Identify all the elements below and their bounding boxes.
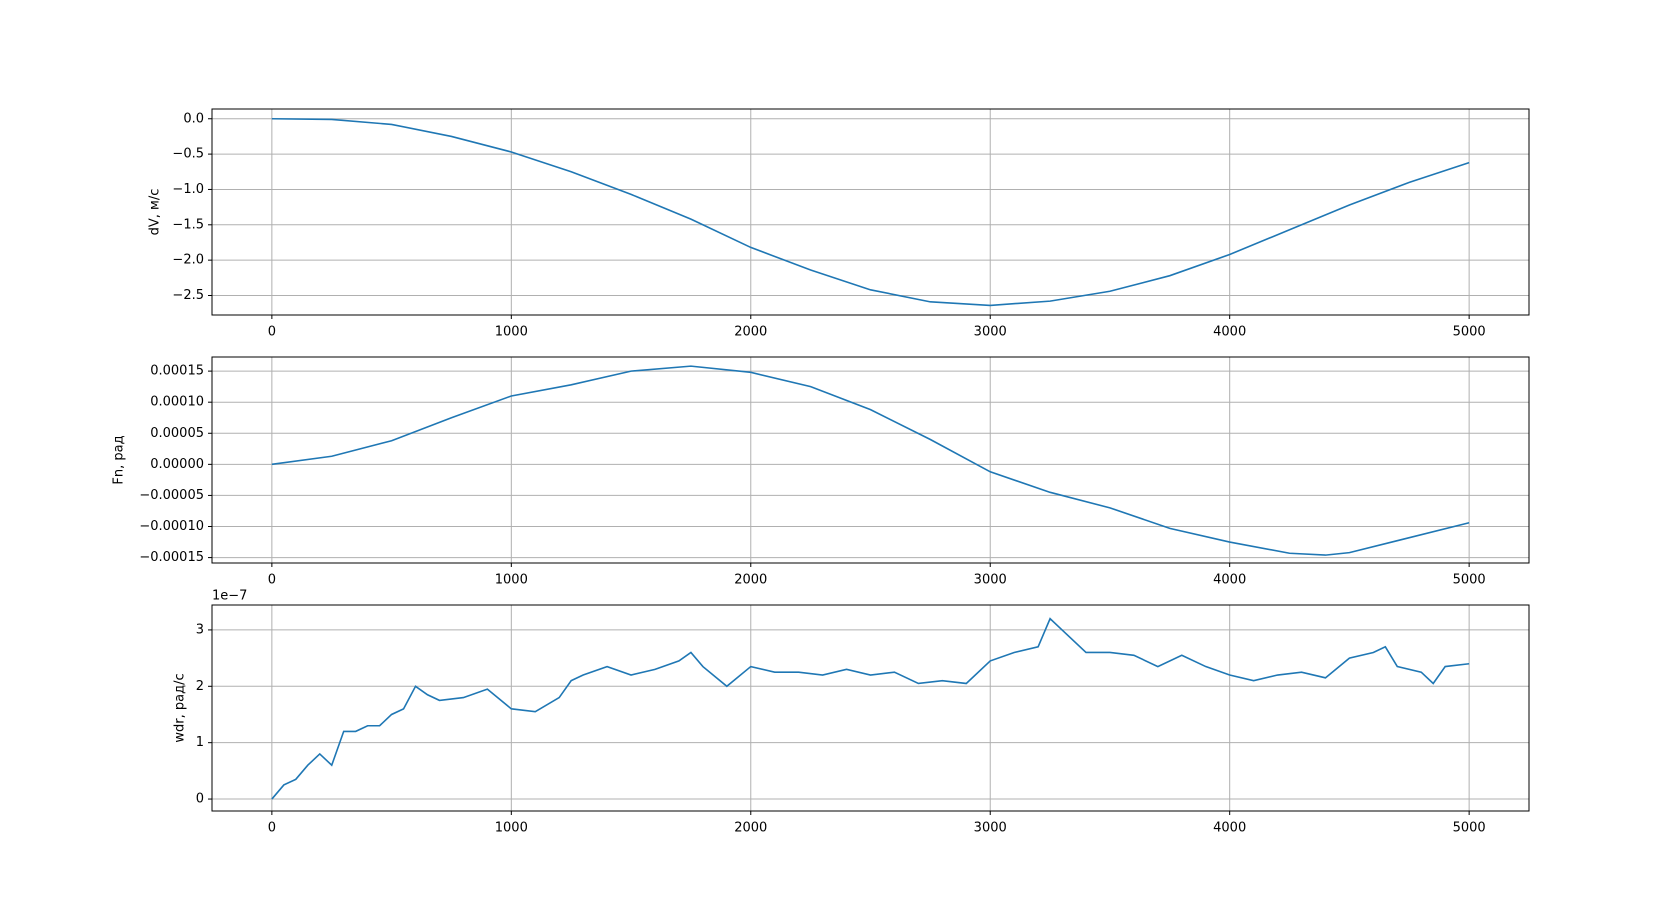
y-tick-label: 0.00000 bbox=[150, 457, 204, 472]
x-tick-label: 1000 bbox=[495, 325, 528, 340]
y-tick-label: −2.5 bbox=[172, 288, 204, 303]
x-tick-label: 0 bbox=[268, 573, 276, 588]
y-tick-label: −1.5 bbox=[172, 217, 204, 232]
y-tick-label: −0.00010 bbox=[139, 519, 204, 534]
y-tick-label: 0 bbox=[196, 792, 204, 807]
x-tick-label: 0 bbox=[268, 325, 276, 340]
y-tick-label: −2.0 bbox=[172, 253, 204, 268]
y-tick-label: 3 bbox=[196, 622, 204, 637]
offset-text: 1e−7 bbox=[212, 589, 247, 604]
y-tick-label: 2 bbox=[196, 679, 204, 694]
y-tick-label: 0.00010 bbox=[150, 395, 204, 410]
y-tick-label: −0.00005 bbox=[139, 488, 204, 503]
x-tick-label: 3000 bbox=[974, 821, 1007, 836]
x-tick-label: 3000 bbox=[974, 573, 1007, 588]
x-tick-label: 1000 bbox=[495, 573, 528, 588]
x-tick-label: 5000 bbox=[1453, 573, 1486, 588]
x-tick-label: 4000 bbox=[1213, 821, 1246, 836]
x-tick-label: 2000 bbox=[734, 325, 767, 340]
axes-frame bbox=[211, 108, 1530, 316]
y-axis-label: Fn, рад bbox=[112, 435, 127, 484]
x-tick-label: 5000 bbox=[1453, 821, 1486, 836]
x-tick-label: 2000 bbox=[734, 573, 767, 588]
x-tick-label: 4000 bbox=[1213, 573, 1246, 588]
y-tick-label: 1 bbox=[196, 735, 204, 750]
x-tick-label: 1000 bbox=[495, 821, 528, 836]
x-tick-label: 4000 bbox=[1213, 325, 1246, 340]
data-line bbox=[271, 365, 1470, 556]
y-tick-label: −1.0 bbox=[172, 182, 204, 197]
y-tick-label: −0.00015 bbox=[139, 550, 204, 565]
axes-frame bbox=[211, 604, 1530, 812]
y-tick-label: 0.0 bbox=[183, 111, 204, 126]
x-tick-label: 3000 bbox=[974, 325, 1007, 340]
y-tick-label: −0.5 bbox=[172, 147, 204, 162]
y-tick-label: 0.00015 bbox=[150, 364, 204, 379]
y-tick-label: 0.00005 bbox=[150, 426, 204, 441]
x-tick-label: 2000 bbox=[734, 821, 767, 836]
x-tick-label: 5000 bbox=[1453, 325, 1486, 340]
y-axis-label: dV, м/с bbox=[148, 189, 163, 236]
data-line bbox=[271, 117, 1470, 307]
data-line bbox=[271, 617, 1470, 800]
x-tick-label: 0 bbox=[268, 821, 276, 836]
y-axis-label: wdr, рад/с bbox=[173, 673, 188, 742]
axes-frame bbox=[211, 356, 1530, 564]
